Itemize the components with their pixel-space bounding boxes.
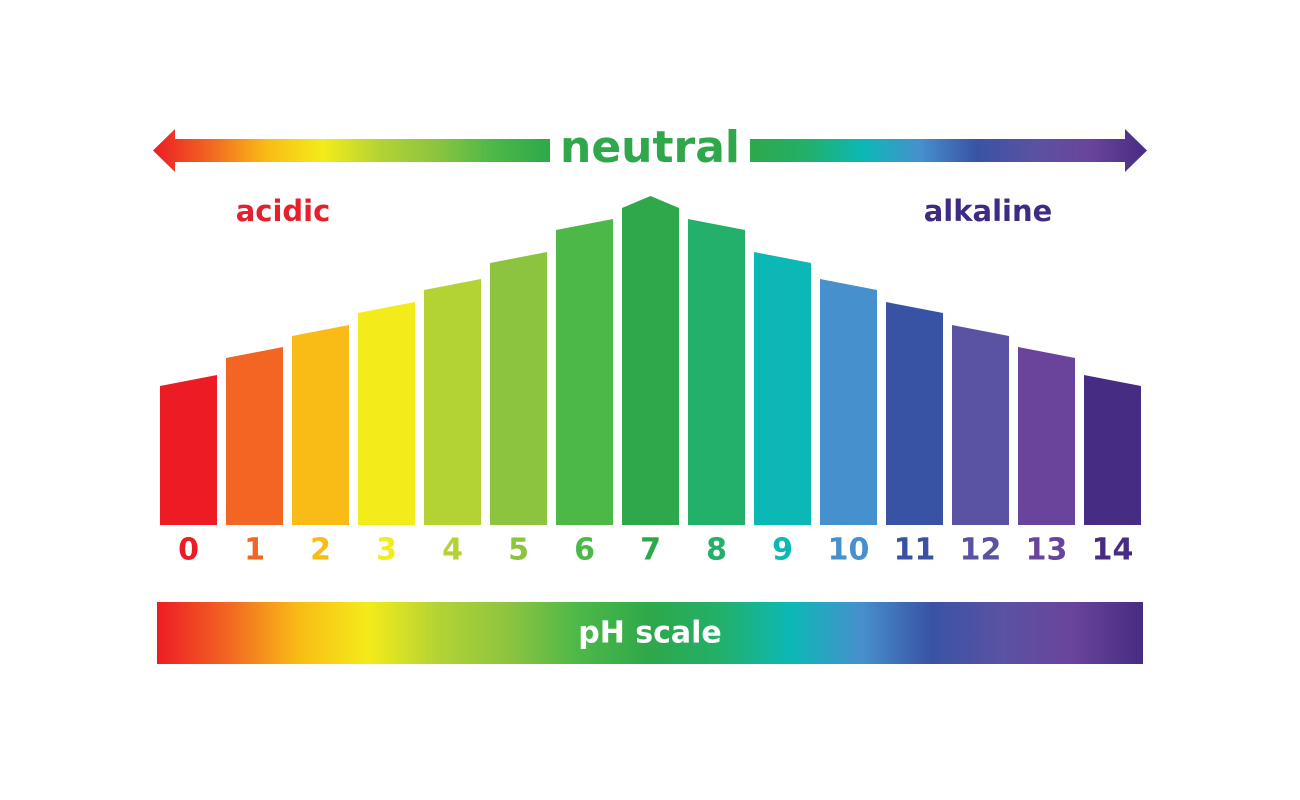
ph-bar	[358, 302, 415, 525]
ph-number: 6	[574, 533, 595, 568]
ph-bar	[886, 302, 943, 525]
ph-bar	[226, 347, 283, 525]
ph-bar	[424, 279, 481, 525]
ph-number: 3	[376, 533, 397, 568]
scale-bar	[157, 602, 1143, 664]
ph-number: 10	[828, 533, 870, 568]
ph-bar	[622, 196, 679, 525]
title: neutral	[560, 122, 740, 173]
ph-bar	[1084, 375, 1141, 525]
ph-number: 11	[894, 533, 936, 568]
ph-number: 1	[244, 533, 265, 568]
acidic-label: acidic	[236, 194, 331, 228]
ph-number: 2	[310, 533, 331, 568]
ph-number: 8	[706, 533, 727, 568]
left-arrow	[153, 129, 550, 172]
ph-number: 0	[178, 533, 199, 568]
ph-number: 12	[960, 533, 1002, 568]
ph-bar	[490, 252, 547, 525]
scale-label: pH scale	[578, 616, 722, 651]
ph-bar	[1018, 347, 1075, 525]
ph-number: 4	[442, 533, 463, 568]
right-arrow	[750, 129, 1147, 172]
ph-bar	[754, 252, 811, 525]
ph-number: 13	[1026, 533, 1068, 568]
ph-number: 5	[508, 533, 529, 568]
ph-bar	[160, 375, 217, 525]
ph-number: 14	[1092, 533, 1134, 568]
ph-bar	[952, 325, 1009, 525]
ph-bar	[820, 279, 877, 525]
ph-number: 9	[772, 533, 793, 568]
ph-number: 7	[640, 533, 661, 568]
ph-bar	[292, 325, 349, 525]
alkaline-label: alkaline	[924, 194, 1053, 228]
ph-bar	[556, 219, 613, 525]
ph-bar	[688, 219, 745, 525]
